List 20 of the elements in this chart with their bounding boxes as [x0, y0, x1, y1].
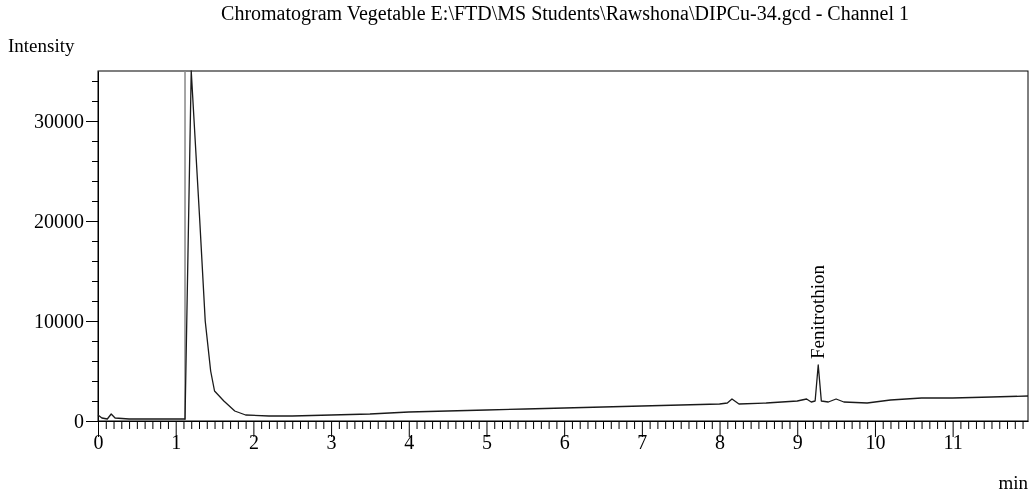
y-tick-label: 0: [74, 409, 84, 432]
x-tick-label: 10: [865, 431, 886, 454]
x-tick-label: 9: [792, 431, 803, 454]
chart-title: Chromatogram Vegetable E:\FTD\MS Students\Rawshona\DIPCu-34.gcd - Channel 1: [221, 2, 909, 25]
x-tick-label: 4: [404, 431, 415, 454]
y-axis-title: Intensity: [8, 35, 75, 56]
x-tick-label: 11: [943, 431, 963, 454]
y-tick-label: 10000: [34, 309, 84, 332]
y-tick-label: 20000: [34, 209, 84, 232]
x-tick-label: 5: [481, 431, 492, 454]
x-tick-label: 6: [559, 431, 570, 454]
x-tick-label: 8: [715, 431, 726, 454]
annotation: Fenitrothion: [807, 264, 829, 359]
x-tick-label: 3: [326, 431, 337, 454]
x-tick-label: 0: [93, 431, 104, 454]
x-tick-label: 1: [171, 431, 182, 454]
x-tick-label: 2: [248, 431, 259, 454]
x-axis-title: min: [998, 472, 1029, 493]
y-tick-label: 30000: [34, 109, 84, 132]
x-tick-label: 7: [637, 431, 648, 454]
